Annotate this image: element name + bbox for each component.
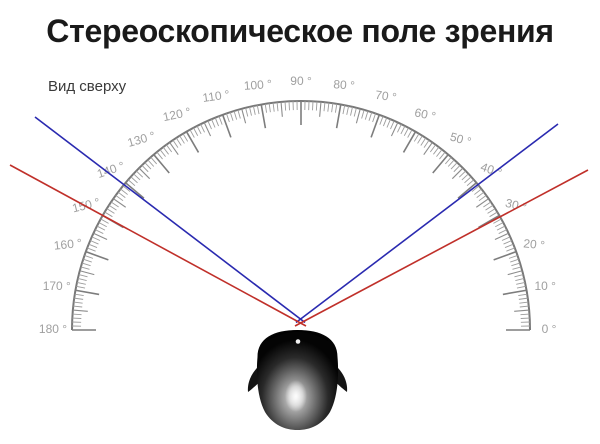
svg-text:100 °: 100 ° — [243, 77, 272, 93]
svg-text:90 °: 90 ° — [290, 74, 312, 88]
svg-text:160 °: 160 ° — [53, 236, 83, 253]
svg-text:60 °: 60 ° — [413, 105, 437, 123]
svg-text:50 °: 50 ° — [448, 130, 473, 149]
svg-text:30 °: 30 ° — [504, 196, 528, 215]
svg-text:170 °: 170 ° — [43, 279, 71, 293]
svg-text:140 °: 140 ° — [95, 159, 126, 181]
svg-text:40 °: 40 ° — [479, 160, 504, 180]
svg-text:110 °: 110 ° — [202, 87, 231, 105]
svg-text:20 °: 20 ° — [523, 236, 546, 252]
svg-text:130 °: 130 ° — [126, 129, 157, 150]
svg-text:0 °: 0 ° — [542, 322, 557, 336]
svg-text:120 °: 120 ° — [162, 105, 193, 125]
svg-text:10 °: 10 ° — [534, 279, 556, 293]
svg-text:80 °: 80 ° — [333, 77, 356, 92]
svg-text:70 °: 70 ° — [374, 88, 397, 105]
svg-text:180 °: 180 ° — [39, 322, 67, 336]
